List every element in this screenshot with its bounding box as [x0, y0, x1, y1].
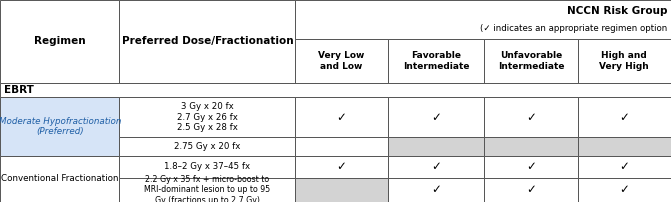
Bar — [295, 39, 388, 83]
Text: ✓: ✓ — [619, 183, 629, 196]
Text: ✓: ✓ — [431, 183, 441, 196]
Bar — [484, 97, 578, 137]
Bar — [388, 137, 484, 156]
Text: Moderate Hypofractionation
(Preferred): Moderate Hypofractionation (Preferred) — [0, 117, 121, 136]
Bar — [484, 178, 578, 202]
Bar — [295, 178, 388, 202]
Bar — [578, 156, 671, 178]
Bar — [295, 97, 388, 137]
Text: (✓ indicates an appropriate regimen option: (✓ indicates an appropriate regimen opti… — [480, 24, 668, 33]
Bar — [388, 156, 484, 178]
Text: ✓: ✓ — [431, 160, 441, 173]
Bar — [388, 97, 484, 137]
Text: Preferred Dose/Fractionation: Preferred Dose/Fractionation — [121, 36, 293, 46]
Bar — [484, 39, 578, 83]
Bar — [119, 178, 295, 202]
Text: Conventional Fractionation: Conventional Fractionation — [1, 175, 119, 183]
Bar — [0, 97, 119, 156]
Bar — [119, 97, 295, 137]
Text: 2.2 Gy x 35 fx + micro-boost to
MRI-dominant lesion to up to 95
Gy (fractions up: 2.2 Gy x 35 fx + micro-boost to MRI-domi… — [144, 175, 270, 202]
Text: ✓: ✓ — [526, 183, 536, 196]
Bar — [0, 0, 119, 83]
Bar — [295, 156, 388, 178]
Bar — [578, 178, 671, 202]
Text: EBRT: EBRT — [4, 85, 34, 95]
Text: ✓: ✓ — [337, 160, 346, 173]
Text: ✓: ✓ — [431, 110, 441, 124]
Bar — [578, 137, 671, 156]
Text: ✓: ✓ — [619, 160, 629, 173]
Bar — [484, 137, 578, 156]
Text: Unfavorable
Intermediate: Unfavorable Intermediate — [498, 51, 564, 71]
Text: ✓: ✓ — [619, 110, 629, 124]
Bar — [119, 0, 295, 83]
Text: 3 Gy x 20 fx
2.7 Gy x 26 fx
2.5 Gy x 28 fx: 3 Gy x 20 fx 2.7 Gy x 26 fx 2.5 Gy x 28 … — [177, 102, 238, 132]
Text: 2.75 Gy x 20 fx: 2.75 Gy x 20 fx — [174, 142, 240, 151]
Bar — [388, 178, 484, 202]
Text: Very Low
and Low: Very Low and Low — [318, 51, 365, 71]
Text: ✓: ✓ — [526, 160, 536, 173]
Bar — [295, 137, 388, 156]
Bar — [0, 83, 671, 97]
Text: NCCN Risk Group: NCCN Risk Group — [567, 6, 668, 16]
Bar — [295, 0, 671, 39]
Text: High and
Very High: High and Very High — [599, 51, 650, 71]
Bar — [578, 97, 671, 137]
Text: ✓: ✓ — [526, 110, 536, 124]
Text: Regimen: Regimen — [34, 36, 85, 46]
Text: ✓: ✓ — [337, 110, 346, 124]
Bar — [578, 39, 671, 83]
Text: Favorable
Intermediate: Favorable Intermediate — [403, 51, 470, 71]
Bar — [0, 156, 119, 202]
Bar — [484, 156, 578, 178]
Bar — [119, 156, 295, 178]
Text: 1.8–2 Gy x 37–45 fx: 1.8–2 Gy x 37–45 fx — [164, 162, 250, 171]
Bar — [388, 39, 484, 83]
Bar — [119, 137, 295, 156]
